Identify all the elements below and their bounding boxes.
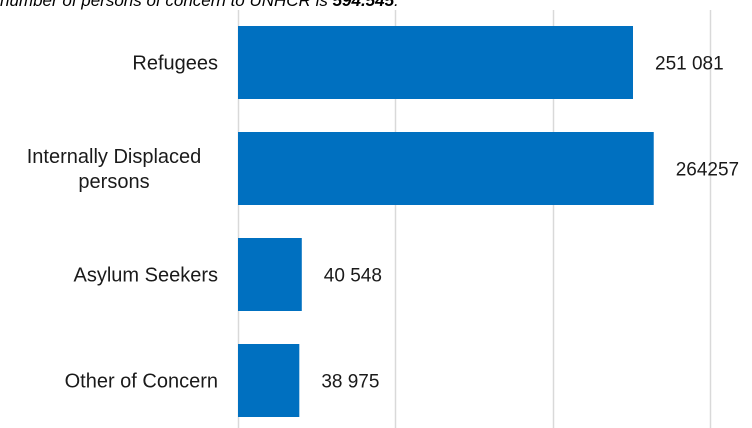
bar <box>238 26 633 99</box>
caption-total: 594.545 <box>332 0 395 10</box>
chart-caption: number of persons of concern to UNHCR is… <box>0 0 752 11</box>
category-label: Internally Displaced <box>27 146 202 168</box>
bar <box>238 238 302 311</box>
category-label: Asylum Seekers <box>74 265 219 287</box>
bar <box>238 344 300 417</box>
bars <box>238 26 654 417</box>
category-label: persons <box>78 171 149 193</box>
category-labels: Refugees Internally Displaced persons Asylu… <box>27 53 218 393</box>
value-labels: 251 081 264257 40 548 38 975 <box>321 54 739 393</box>
caption-text: number of persons of concern to UNHCR is <box>0 0 333 10</box>
category-label: Other of Concern <box>65 371 218 393</box>
value-label: 38 975 <box>321 372 379 393</box>
bar <box>238 132 654 205</box>
value-label: 264257 <box>676 160 739 181</box>
value-label: 40 548 <box>324 266 382 287</box>
category-label: Refugees <box>132 53 218 75</box>
value-label: 251 081 <box>655 54 724 75</box>
caption-end: . <box>394 0 399 10</box>
